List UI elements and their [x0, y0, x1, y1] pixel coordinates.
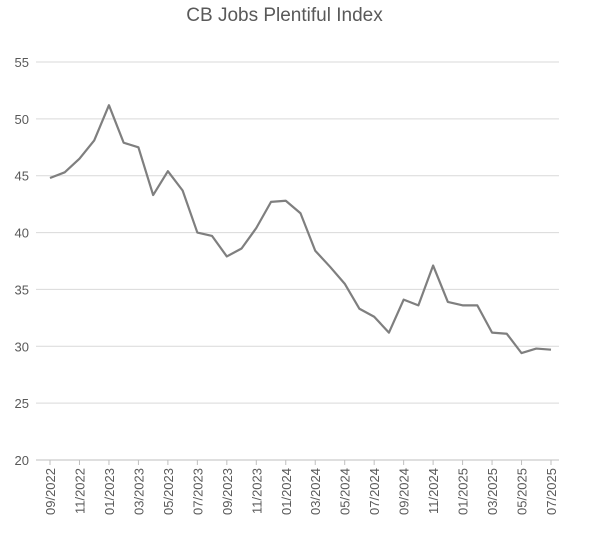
- y-tick-label: 35: [15, 282, 29, 297]
- chart-title: CB Jobs Plentiful Index: [186, 5, 383, 26]
- x-tick-label: 07/2023: [190, 468, 205, 515]
- x-tick-label: 07/2025: [544, 468, 559, 515]
- gridlines: [36, 61, 559, 461]
- y-tick-label: 50: [15, 112, 29, 127]
- y-axis: 20 25 30 35 40 45 50 55: [15, 55, 29, 468]
- x-tick-label: 07/2024: [367, 468, 382, 515]
- x-axis: 09/2022 11/2022 01/2023 03/2023 05/2023 07/20…: [43, 460, 559, 515]
- x-tick-label: 05/2024: [338, 468, 353, 515]
- y-tick-label: 25: [15, 396, 29, 411]
- y-tick-label: 45: [15, 169, 29, 184]
- x-tick-label: 11/2022: [72, 468, 87, 514]
- y-tick-label: 30: [15, 339, 29, 354]
- x-tick-label: 03/2023: [131, 468, 146, 515]
- y-tick-label: 55: [15, 55, 29, 70]
- x-tick-label: 01/2023: [102, 468, 117, 515]
- x-tick-label: 03/2024: [308, 468, 323, 515]
- x-tick-label: 05/2023: [161, 468, 176, 515]
- x-tick-label: 09/2024: [397, 468, 412, 515]
- x-tick-label: 11/2024: [426, 468, 441, 514]
- y-tick-label: 20: [15, 453, 29, 468]
- x-tick-label: 05/2025: [515, 468, 530, 515]
- y-tick-label: 40: [15, 226, 29, 241]
- x-tick-label: 11/2023: [249, 468, 264, 514]
- x-tick-label: 03/2025: [485, 468, 500, 515]
- x-tick-label: 01/2025: [456, 468, 471, 515]
- x-tick-label: 09/2023: [220, 468, 235, 515]
- series-layer: [49, 104, 552, 355]
- series-line: [49, 104, 552, 355]
- x-tick-label: 09/2022: [43, 468, 58, 515]
- x-tick-label: 01/2024: [279, 468, 294, 515]
